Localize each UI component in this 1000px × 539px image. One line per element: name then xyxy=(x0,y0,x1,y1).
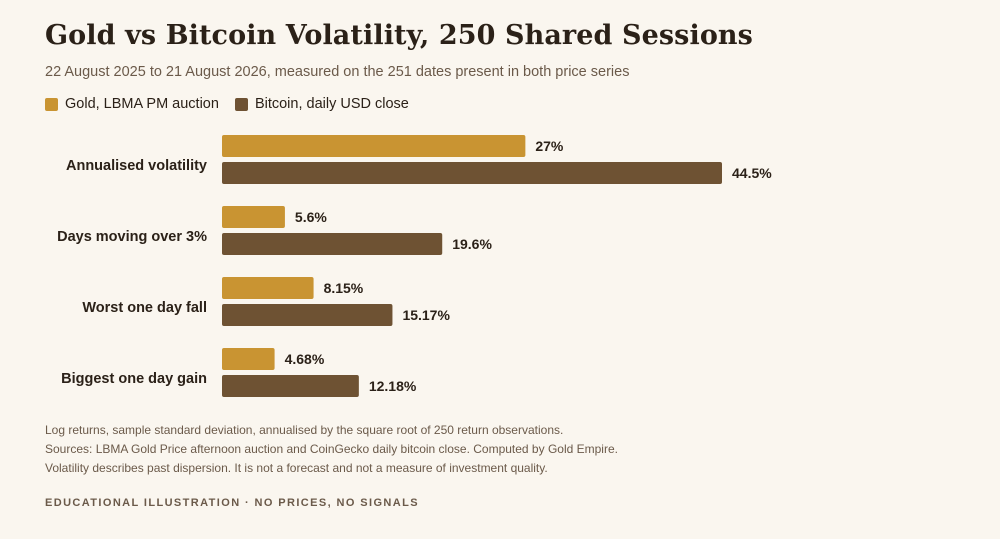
legend-swatch-gold xyxy=(45,97,58,111)
category-label-days-moving-over-3: Days moving over 3% xyxy=(57,229,207,245)
value-label-gold-biggest-one-day-gain: 4.68% xyxy=(285,351,325,367)
bar-gold-days-moving-over-3 xyxy=(222,206,285,228)
footnotes: Log returns, sample standard deviation, … xyxy=(45,421,618,478)
value-label-gold-days-moving-over-3: 5.6% xyxy=(295,209,327,225)
chart-subtitle: 22 August 2025 to 21 August 2026, measur… xyxy=(45,64,630,80)
footnote-method: Log returns, sample standard deviation, … xyxy=(45,423,564,437)
value-label-bitcoin-days-moving-over-3: 19.6% xyxy=(452,236,492,252)
bar-bitcoin-annualised-volatility xyxy=(222,162,722,184)
legend: Gold, LBMA PM auction Bitcoin, daily USD… xyxy=(45,96,425,112)
value-label-bitcoin-annualised-volatility: 44.5% xyxy=(732,165,772,181)
bar-bitcoin-days-moving-over-3 xyxy=(222,233,443,255)
bar-gold-biggest-one-day-gain xyxy=(222,348,275,370)
bar-gold-annualised-volatility xyxy=(222,135,526,157)
category-label-worst-one-day-fall: Worst one day fall xyxy=(82,300,207,316)
footnote-sources: Sources: LBMA Gold Price afternoon aucti… xyxy=(45,442,618,456)
legend-item-gold: Gold, LBMA PM auction xyxy=(45,96,219,112)
value-label-gold-annualised-volatility: 27% xyxy=(535,138,564,154)
legend-swatch-bitcoin xyxy=(234,97,248,111)
legend-item-bitcoin: Bitcoin, daily USD close xyxy=(234,96,409,112)
footnote-disclaimer: Volatility describes past dispersion. It… xyxy=(45,461,548,475)
bar-bitcoin-biggest-one-day-gain xyxy=(222,375,359,397)
category-label-biggest-one-day-gain: Biggest one day gain xyxy=(61,371,207,387)
value-label-bitcoin-biggest-one-day-gain: 12.18% xyxy=(369,378,417,394)
legend-label-gold: Gold, LBMA PM auction xyxy=(65,96,219,112)
bar-gold-worst-one-day-fall xyxy=(222,277,314,299)
bar-chart: Annualised volatility 27% 44.5% Days moving… xyxy=(57,135,772,397)
bar-bitcoin-worst-one-day-fall xyxy=(222,304,393,326)
legend-label-bitcoin: Bitcoin, daily USD close xyxy=(254,96,409,112)
footer-tag: EDUCATIONAL ILLUSTRATION · NO PRICES, NO… xyxy=(45,497,419,509)
category-label-annualised-volatility: Annualised volatility xyxy=(66,158,207,174)
chart-title: Gold vs Bitcoin Volatility, 250 Shared S… xyxy=(45,20,753,51)
value-label-bitcoin-worst-one-day-fall: 15.17% xyxy=(402,307,450,323)
value-label-gold-worst-one-day-fall: 8.15% xyxy=(324,280,364,296)
